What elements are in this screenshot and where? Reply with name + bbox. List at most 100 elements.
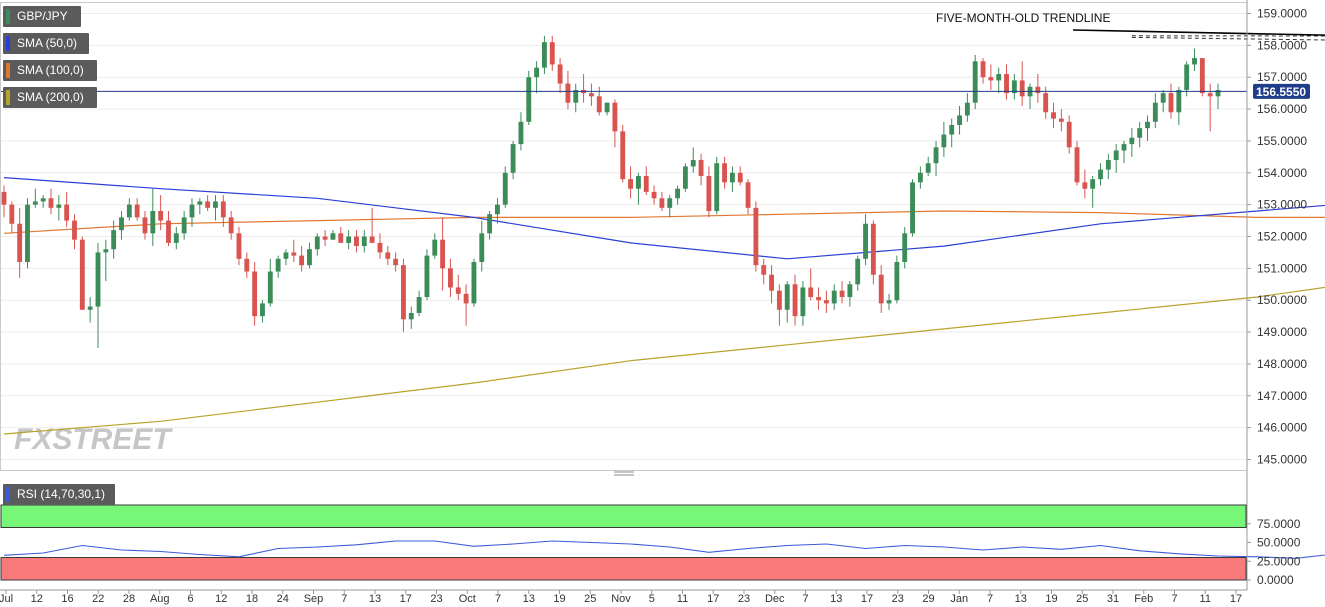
price-tick-label: 146.0000 (1257, 421, 1307, 435)
price-gridlines (0, 13, 1247, 460)
price-tick-label: 147.0000 (1257, 389, 1307, 403)
sma50-path (3, 177, 1325, 260)
candle-body (651, 191, 657, 199)
candle (565, 70, 571, 110)
candle-body (1035, 86, 1041, 94)
candlestick-series (1, 35, 1221, 348)
candle (1043, 86, 1049, 119)
candle-body (119, 217, 124, 231)
candle-body (25, 204, 30, 262)
candle-body (800, 287, 806, 317)
candle (573, 83, 579, 113)
candle (910, 179, 915, 237)
candle-body (32, 201, 38, 205)
candle-body (941, 134, 947, 148)
candle-body (698, 160, 704, 176)
candle-body (1160, 93, 1166, 103)
annotation-label: FIVE-MONTH-OLD TRENDLINE (936, 11, 1110, 25)
time-tick-label: 25 (1076, 593, 1088, 605)
legend-sma100-label: SMA (100,0) (17, 63, 84, 77)
current-price-tag: 156.5550 (1253, 83, 1310, 99)
candle-body (588, 93, 594, 97)
candle (9, 201, 15, 234)
panel-resize-handle[interactable] (614, 471, 634, 476)
candle-body (831, 290, 837, 304)
candle-body (56, 204, 62, 208)
legend-sma50[interactable]: SMA (50,0) (3, 33, 89, 54)
candle (557, 58, 563, 94)
candle (1004, 64, 1009, 100)
time-tick-label: Dec (765, 593, 785, 605)
candle (886, 293, 892, 310)
candle (119, 211, 124, 240)
legend-sma100[interactable]: SMA (100,0) (3, 60, 97, 81)
candle (628, 166, 634, 199)
price-tick-label: 158.0000 (1257, 38, 1307, 52)
price-tick-label: 154.0000 (1257, 166, 1307, 180)
candle-body (338, 233, 344, 243)
legend-symbol[interactable]: GBP/JPY (3, 6, 81, 27)
candle-body (769, 274, 774, 291)
time-tick-label: Feb (1134, 593, 1153, 605)
candle (667, 195, 673, 218)
candle (103, 239, 109, 282)
candle (737, 166, 743, 186)
annotation-arrow (1072, 29, 1325, 36)
candle (1074, 140, 1080, 186)
price-tick-label: 145.0000 (1257, 453, 1307, 467)
legend-rsi[interactable]: RSI (14,70,30,1) (3, 484, 115, 505)
time-tick-label: 12 (31, 593, 43, 605)
legend-sma200[interactable]: SMA (200,0) (3, 87, 97, 108)
time-tick-label: 22 (92, 593, 104, 605)
candle (1121, 140, 1127, 164)
time-tick-label: 17 (861, 593, 873, 605)
candle (338, 226, 344, 243)
rsi-tick-label: 25.0000 (1257, 554, 1301, 568)
candle (346, 230, 352, 250)
time-tick-label: 6 (187, 593, 193, 605)
rsi-swatch (6, 487, 10, 502)
candle-body (933, 147, 939, 164)
rsi-line (3, 540, 1325, 559)
candle (972, 54, 978, 110)
candle (1011, 74, 1017, 100)
sma100-path (3, 210, 1325, 234)
trendline-annotation: FIVE-MONTH-OLD TRENDLINE (936, 11, 1325, 36)
candle-body (729, 172, 735, 183)
sma100-line (3, 210, 1325, 234)
candle (260, 300, 265, 323)
candle (933, 140, 939, 176)
candle-body (816, 297, 821, 301)
candle-body (1058, 118, 1064, 122)
time-tick-label: 23 (430, 593, 442, 605)
candle (205, 195, 211, 212)
candle-body (737, 172, 743, 183)
candle-body (48, 198, 54, 208)
candle (440, 217, 446, 291)
candle (659, 191, 665, 212)
candle-body (9, 204, 15, 224)
legend-sma200-label: SMA (200,0) (17, 90, 84, 104)
candle (1058, 109, 1064, 132)
candle (95, 242, 101, 348)
candle-body (1207, 93, 1213, 97)
time-tick-label: 17 (400, 593, 412, 605)
sma100-swatch (6, 63, 10, 78)
candle (714, 156, 720, 215)
candle-body (1129, 137, 1135, 145)
candle (863, 214, 868, 266)
candle-body (72, 220, 77, 240)
candle-body (643, 175, 649, 192)
candle-body (87, 306, 93, 310)
candle-body (910, 182, 915, 234)
candle-body (369, 236, 375, 243)
candle-body (111, 230, 117, 250)
sma50-swatch (6, 36, 10, 51)
candle-body (393, 258, 399, 266)
rsi-oversold-zone (0, 557, 1247, 581)
candle-body (722, 163, 727, 183)
candle (275, 255, 281, 278)
time-tick-label: 11 (1200, 593, 1211, 605)
candle (40, 195, 46, 208)
candle (1129, 128, 1135, 157)
